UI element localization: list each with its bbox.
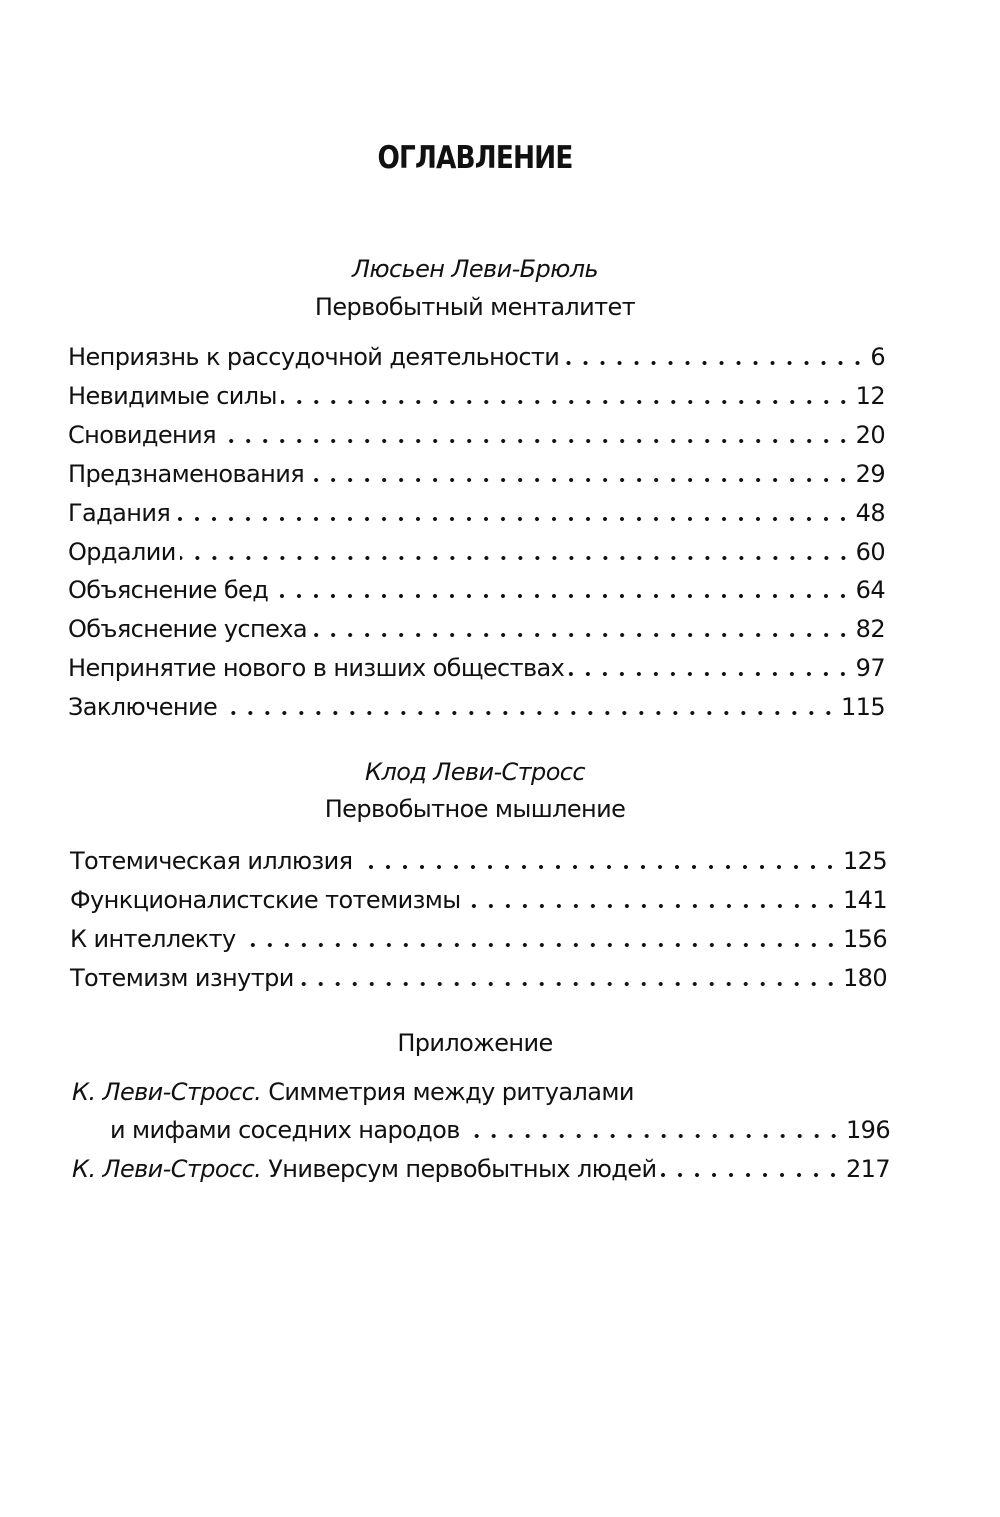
entry-label: Симметрия между ритуалами — [268, 1078, 634, 1106]
entry-label: Непринятие нового в низших обществах — [68, 654, 565, 683]
toc-entry[interactable]: К интеллекту 156 — [70, 924, 888, 953]
entry-author: К. Леви-Стросс. — [72, 1155, 262, 1183]
entry-label: К интеллекту — [70, 924, 236, 953]
entry-page: 156 — [842, 924, 888, 953]
entry-label: Предзнаменования — [68, 459, 305, 488]
toc-entry[interactable]: Гадания 48 — [68, 498, 886, 527]
entry-label: Тотемическая иллюзия — [70, 847, 353, 875]
toc-entry[interactable]: Тотемизм изнутри 180 — [70, 963, 888, 992]
toc-entry[interactable]: Объяснение бед 64 — [68, 576, 886, 605]
dot-leader — [356, 865, 839, 869]
toc-entry[interactable]: Функционалистские тотемизмы 141 — [70, 885, 888, 914]
toc-entry[interactable]: Тотемическая иллюзия 125 — [70, 847, 888, 875]
entry-label: Сновидения — [68, 420, 217, 449]
entry-page: 60 — [855, 537, 886, 566]
entry-page: 29 — [855, 459, 886, 488]
entry-page: 6 — [870, 343, 885, 371]
entry-author: К. Леви-Стросс. — [72, 1078, 262, 1106]
part1-work: Первобытный менталитет — [314, 293, 636, 321]
entry-label: Неприязнь к рассудочной деятельности — [68, 343, 560, 371]
dot-leader — [463, 1134, 842, 1138]
entry-page: 141 — [842, 885, 888, 914]
toc-entry[interactable]: Невидимые силы 12 — [68, 381, 886, 410]
entry-label: и мифами соседних народов — [110, 1116, 460, 1144]
toc-entry[interactable]: Заключение 115 — [68, 693, 886, 722]
dot-leader — [297, 981, 839, 986]
entry-label: Гадания — [68, 498, 171, 527]
part1-author: Люсьен Леви-Брюль — [351, 255, 599, 283]
entry-page: 82 — [855, 615, 886, 644]
dot-leader — [219, 438, 852, 443]
entry-label: Функционалистские тотемизмы — [70, 885, 461, 914]
dot-leader — [568, 672, 852, 677]
dot-leader — [308, 477, 852, 482]
part2-author: Клод Леви-Стросс — [365, 758, 586, 786]
dot-leader — [563, 361, 867, 365]
toc-entry[interactable]: и мифами соседних народов 196 — [110, 1116, 891, 1144]
toc-entry[interactable]: Неприязнь к рассудочной деятельности 6 — [68, 343, 886, 371]
entry-page: 115 — [840, 693, 886, 722]
dot-leader — [239, 942, 839, 947]
entry-label: Объяснение успеха — [68, 615, 308, 644]
entry-label: Универсум первобытных людей — [268, 1155, 657, 1183]
entry-label: Заключение — [68, 693, 218, 722]
dot-leader — [272, 594, 852, 599]
dot-leader — [280, 399, 852, 404]
dot-leader — [174, 516, 852, 521]
entry-page: 20 — [855, 420, 886, 449]
part2-work: Первобытное мышление — [324, 795, 626, 823]
toc-entry[interactable]: Объяснение успеха 82 — [68, 615, 886, 644]
appendix-heading: Приложение — [397, 1029, 553, 1057]
entry-page: 12 — [855, 381, 886, 410]
entry-label: Ордалии — [68, 537, 176, 566]
entry-page: 64 — [855, 576, 886, 605]
entry-label: Тотемизм изнутри — [70, 963, 294, 992]
toc-entry[interactable]: Ордалии 60 — [68, 537, 886, 566]
dot-leader — [311, 633, 852, 638]
dot-leader — [179, 555, 852, 560]
entry-page: 196 — [845, 1116, 891, 1144]
entry-page: 217 — [845, 1155, 891, 1183]
toc-entry[interactable]: Сновидения 20 — [68, 420, 886, 449]
entry-label: Объяснение бед — [68, 576, 269, 605]
entry-page: 97 — [855, 654, 886, 683]
entry-page: 125 — [842, 847, 888, 875]
dot-leader — [464, 903, 839, 908]
toc-title: ОГЛАВЛЕНИЕ — [377, 140, 573, 176]
entry-page: 180 — [842, 963, 888, 992]
entry-page: 48 — [855, 498, 886, 527]
toc-entry[interactable]: Предзнаменования 29 — [68, 459, 886, 488]
entry-label: Невидимые силы — [68, 381, 277, 410]
dot-leader — [660, 1173, 842, 1177]
dot-leader — [221, 711, 837, 716]
appendix-entry-1-line1: К. Леви-Стросс. Симметрия между ритуалам… — [72, 1078, 634, 1106]
toc-entry[interactable]: Непринятие нового в низших обществах 97 — [68, 654, 886, 683]
toc-entry[interactable]: К. Леви-Стросс. Универсум первобытных лю… — [72, 1155, 891, 1183]
